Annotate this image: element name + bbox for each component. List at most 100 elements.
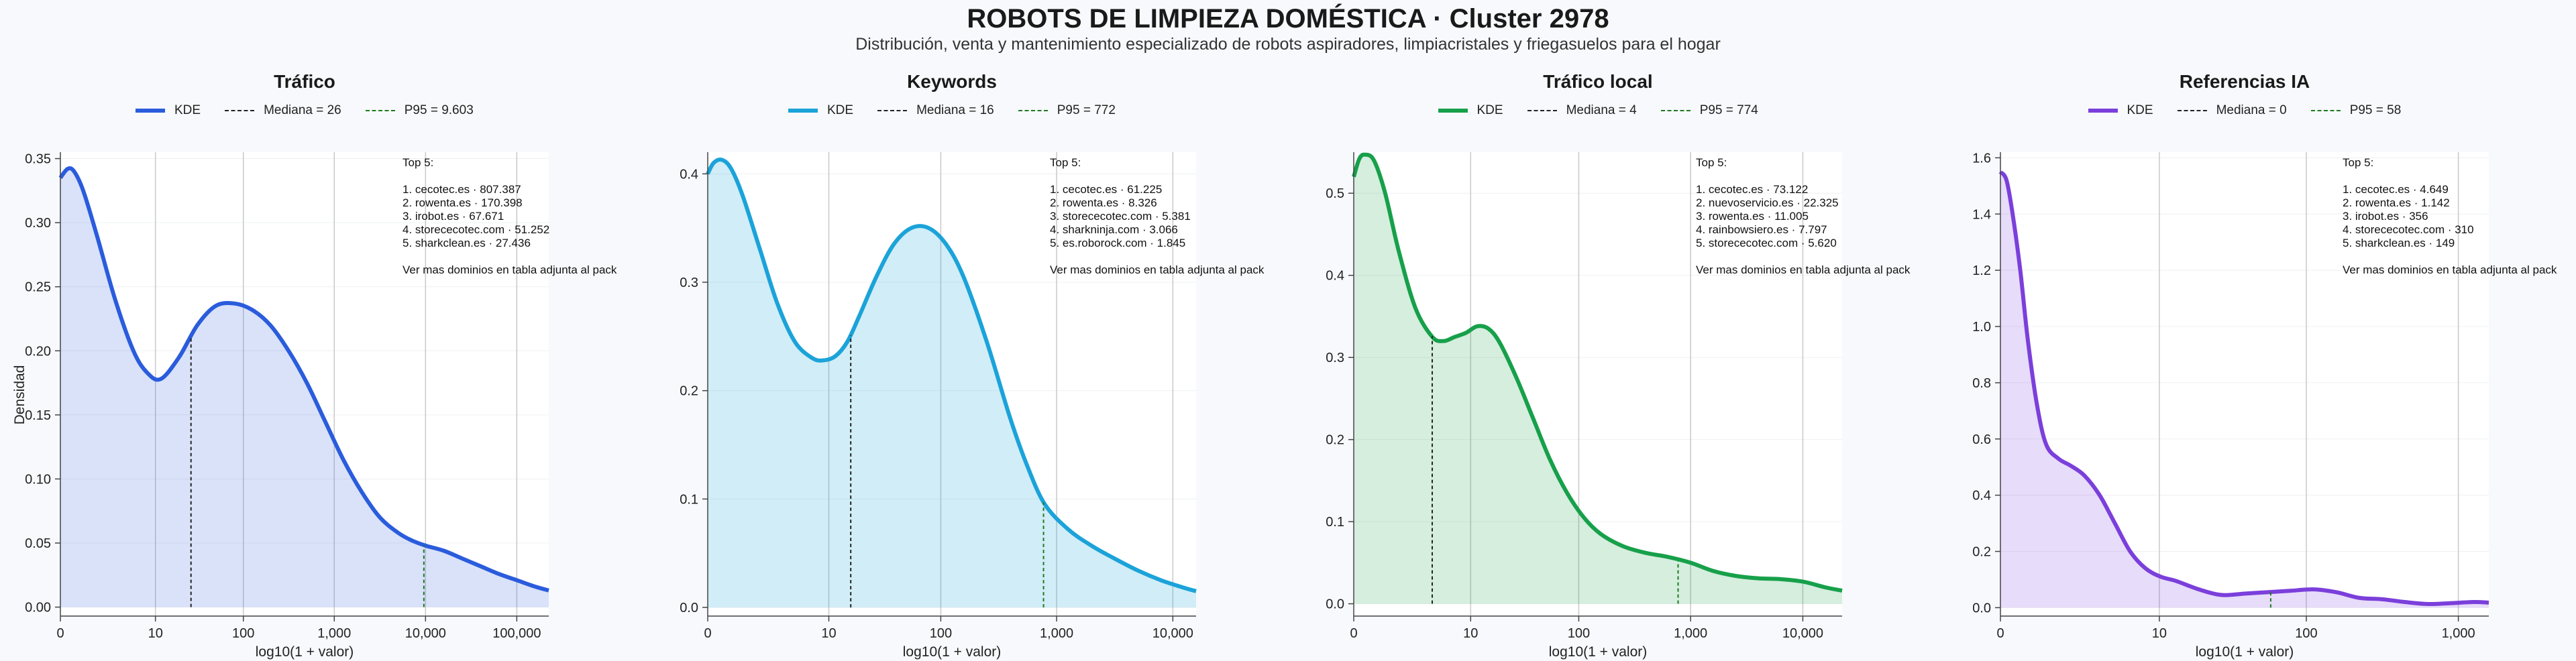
top5-item: 4. storececotec.com · 51.252: [402, 223, 550, 236]
kde-line: [706, 157, 1197, 593]
top5-item: 4. sharkninja.com · 3.066: [1050, 223, 1178, 236]
legend-kde-swatch: [136, 109, 165, 113]
x-axis-label: log10(1 + valor): [255, 644, 354, 660]
legend-median: Mediana = 16: [877, 103, 994, 118]
legend-p95: P95 = 9.603: [365, 103, 474, 118]
top5-footer: Ver mas dominios en tabla adjunta al pac…: [1696, 263, 1911, 276]
legend-median: Mediana = 0: [2177, 103, 2287, 118]
y-tick-label: 0.1: [680, 492, 698, 507]
page-subtitle: Distribución, venta y mantenimiento espe…: [855, 35, 1721, 54]
y-tick-label: 0.5: [1326, 186, 1344, 201]
x-tick-label: 1,000: [1040, 626, 1073, 641]
top5-item: 4. rainbowsiero.es · 7.797: [1696, 223, 1827, 236]
y-tick-label: 0.3: [680, 276, 698, 290]
plot-area: [60, 152, 549, 616]
x-tick-label: 10: [148, 626, 163, 641]
y-tick-label: 0.00: [25, 601, 51, 615]
x-tick-label: 0: [1350, 626, 1357, 641]
top5-footer: Ver mas dominios en tabla adjunta al pac…: [2343, 263, 2557, 276]
kde-area: [2000, 172, 2489, 608]
top5-item: 2. rowenta.es · 170.398: [402, 196, 523, 209]
x-tick-label: 100,000: [492, 626, 541, 641]
chart-title: Tráfico local: [1543, 71, 1653, 92]
x-tick-label: 100: [930, 626, 952, 641]
y-axis-label: Densidad: [12, 365, 28, 425]
legend-p95-label: P95 = 774: [1699, 103, 1758, 117]
y-tick-label: 1.6: [1972, 151, 1991, 166]
y-tick-label: 1.4: [1972, 207, 1991, 222]
kde-area: [708, 159, 1196, 608]
y-tick-label: 0.8: [1972, 376, 1991, 391]
top5-item: 1. cecotec.es · 807.387: [402, 183, 521, 196]
y-tick-label: 0.4: [1326, 269, 1344, 284]
top5-item: 2. rowenta.es · 8.326: [1050, 196, 1157, 209]
top5-annotation: Top 5: 1. cecotec.es · 61.225 2. rowenta.…: [1050, 156, 1264, 277]
x-axis-label: log10(1 + valor): [2195, 644, 2294, 660]
x-tick-label: 100: [232, 626, 254, 641]
y-tick-label: 0.05: [25, 536, 51, 551]
y-tick-label: 1.2: [1972, 263, 1991, 278]
legend-median-label: Mediana = 4: [1566, 103, 1637, 117]
x-tick-label: 100: [2295, 626, 2317, 641]
top5-item: 2. nuevoservicio.es · 22.325: [1696, 196, 1839, 209]
top5-footer: Ver mas dominios en tabla adjunta al pac…: [402, 263, 617, 276]
top5-item: 1. cecotec.es · 4.649: [2343, 183, 2449, 196]
chart-svg: 0.00 0.05 0.10 0.15 0.20 0.25 0.30 0.35 0 10 100 1,…: [25, 152, 549, 641]
legend-p95: P95 = 772: [1018, 103, 1116, 118]
top5-spacer: [1696, 170, 1910, 183]
top5-item: 5. es.roborock.com · 1.845: [1050, 237, 1186, 249]
chart-svg: 0.0 0.1 0.2 0.3 0.4 0.5 0 10 100 1,000 10,000: [1326, 152, 1843, 641]
legend-median-label: Mediana = 16: [916, 103, 994, 117]
y-tick-label: 0.2: [1972, 545, 1991, 560]
plot-area: [2000, 152, 2489, 616]
x-tick-label: 10: [1463, 626, 1478, 641]
top5-header: Top 5:: [402, 156, 434, 169]
x-tick-label: 0: [56, 626, 64, 641]
legend-kde-swatch: [2088, 109, 2118, 113]
legend-p95-label: P95 = 772: [1057, 103, 1116, 117]
top5-spacer: [2343, 250, 2557, 263]
legend-p95: P95 = 58: [2310, 103, 2401, 118]
chart-svg: 0.0 0.2 0.4 0.6 0.8 1.0 1.2 1.4 1.6 0 10 100 1,000: [1972, 151, 2489, 641]
top5-item: 1. cecotec.es · 73.122: [1696, 183, 1809, 196]
y-tick-label: 0.4: [680, 167, 698, 182]
top5-annotation: Top 5: 1. cecotec.es · 4.649 2. rowenta.e…: [2343, 156, 2557, 277]
top5-item: 3. irobot.es · 356: [2343, 210, 2428, 223]
kde-area: [1354, 154, 1842, 604]
x-axis-label: log10(1 + valor): [902, 644, 1002, 660]
top5-spacer: [1696, 250, 1910, 263]
x-tick-label: 1,000: [1674, 626, 1707, 641]
top5-spacer: [1050, 250, 1264, 263]
chart-svg: 0.0 0.1 0.2 0.3 0.4 0 10 100 1,000 10,000: [680, 152, 1197, 641]
top5-item: 4. storececotec.com · 310: [2343, 223, 2474, 236]
top5-item: 2. rowenta.es · 1.142: [2343, 196, 2450, 209]
x-tick-label: 0: [704, 626, 711, 641]
y-tick-label: 0.20: [25, 344, 51, 359]
top5-spacer: [2343, 170, 2557, 183]
top5-header: Top 5:: [2343, 156, 2374, 169]
top5-spacer: [402, 250, 616, 263]
y-tick-label: 0.2: [1326, 433, 1344, 448]
y-tick-label: 0.0: [1972, 601, 1991, 615]
x-tick-label: 1,000: [317, 626, 351, 641]
chart-title: Tráfico: [274, 71, 335, 92]
top5-annotation: Top 5: 1. cecotec.es · 807.387 2. rowenta…: [402, 156, 616, 277]
chart-title: Keywords: [907, 71, 997, 92]
legend-median-swatch: [877, 110, 908, 111]
plot-area: [1354, 152, 1842, 616]
chart-panel-trafico: Tráfico KDE Mediana = 26 P95 = 9.603 0.00 0.0…: [0, 67, 617, 660]
legend-kde: KDE: [1438, 103, 1503, 118]
y-tick-label: 0.6: [1972, 432, 1991, 447]
top5-item: 5. sharkclean.es · 27.436: [402, 237, 531, 249]
chart-legend: KDE Mediana = 0 P95 = 58: [2088, 101, 2426, 121]
x-tick-label: 10: [2152, 626, 2167, 641]
y-tick-label: 0.15: [25, 408, 51, 423]
kde-line: [1352, 152, 1843, 593]
chart-panel-keywords: Keywords KDE Mediana = 16 P95 = 772 0.0 0.1 0.…: [647, 67, 1265, 660]
y-tick-label: 1.0: [1972, 320, 1991, 335]
legend-median-swatch: [225, 110, 255, 111]
top5-header: Top 5:: [1696, 156, 1727, 169]
legend-median-label: Mediana = 0: [2216, 103, 2287, 117]
x-tick-label: 10,000: [405, 626, 446, 641]
chart-title: Referencias IA: [2179, 71, 2310, 92]
